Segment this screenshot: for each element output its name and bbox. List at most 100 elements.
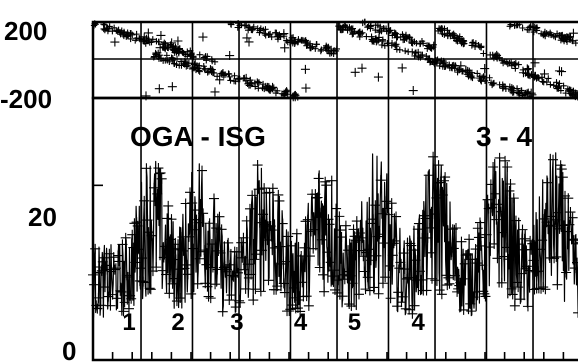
amplitude-point	[552, 279, 563, 290]
amplitude-point	[343, 245, 354, 256]
amplitude-point	[346, 301, 357, 312]
top-phase-series	[90, 18, 578, 102]
amplitude-point	[530, 266, 541, 277]
phase-point	[576, 94, 578, 96]
amplitude-point	[489, 238, 500, 249]
amplitude-point	[158, 252, 169, 263]
phase-point	[399, 36, 407, 44]
amplitude-point	[175, 293, 186, 304]
amplitude-point	[482, 194, 493, 205]
phase-point	[545, 75, 552, 82]
phase-point	[408, 86, 418, 96]
phase-point	[493, 50, 500, 58]
amplitude-point	[99, 282, 110, 293]
amplitude-point	[524, 265, 535, 276]
amplitude-point	[198, 208, 209, 219]
amplitude-point	[395, 257, 406, 268]
amplitude-point	[532, 266, 543, 277]
amplitude-point	[166, 214, 177, 225]
phase-point	[552, 33, 559, 41]
amplitude-point	[365, 255, 376, 266]
amplitude-point	[283, 231, 294, 242]
amplitude-point	[138, 276, 149, 287]
phase-point	[456, 36, 463, 43]
amplitude-point	[575, 268, 578, 270]
phase-point	[157, 55, 165, 63]
amplitude-point	[519, 233, 530, 244]
amplitude-point	[284, 305, 295, 316]
phase-point	[245, 23, 253, 31]
phase-point	[530, 28, 537, 36]
amplitude-point	[132, 220, 143, 231]
phase-point	[189, 65, 196, 73]
amplitude-point	[238, 232, 249, 243]
amplitude-point	[442, 280, 453, 291]
phase-point	[509, 87, 517, 94]
phase-point	[399, 31, 406, 38]
amplitude-point	[162, 213, 173, 224]
amplitude-point	[199, 245, 210, 256]
amplitude-point	[386, 198, 397, 209]
phase-point	[518, 92, 526, 99]
amplitude-point	[152, 188, 163, 199]
amplitude-point	[351, 216, 362, 227]
phase-point	[132, 37, 139, 44]
phase-point	[155, 43, 165, 53]
phase-point	[350, 67, 360, 77]
phase-point	[113, 27, 120, 34]
amplitude-point	[367, 218, 378, 229]
phase-point	[438, 27, 445, 34]
amplitude-point	[211, 223, 222, 234]
amplitude-point	[230, 302, 241, 313]
amplitude-point	[509, 300, 520, 311]
phase-point	[173, 55, 181, 63]
amplitude-point	[430, 275, 441, 286]
amplitude-point	[206, 239, 217, 250]
phase-point	[280, 43, 290, 53]
phase-point	[430, 43, 437, 51]
amplitude-point	[375, 175, 386, 186]
phase-point	[279, 29, 289, 39]
amplitude-point	[313, 173, 324, 184]
amplitude-point	[412, 224, 423, 235]
phase-point	[553, 79, 560, 86]
amplitude-point	[183, 231, 194, 242]
amplitude-point	[240, 283, 251, 294]
amplitude-point	[407, 308, 418, 319]
phase-point	[219, 68, 227, 76]
amplitude-point	[117, 239, 128, 250]
amplitude-point	[95, 300, 106, 311]
amplitude-point	[279, 287, 290, 298]
amplitude-point	[496, 277, 507, 288]
phase-point	[452, 37, 460, 44]
phase-point	[348, 25, 355, 32]
amplitude-point	[96, 265, 107, 276]
amplitude-point	[145, 284, 156, 295]
amplitude-point	[473, 232, 484, 243]
amplitude-point	[278, 278, 289, 289]
top-ytick-label-min: -200	[0, 84, 52, 114]
amplitude-point	[429, 209, 440, 220]
amplitude-point	[458, 304, 469, 315]
phase-point	[376, 27, 383, 35]
phase-point	[525, 71, 532, 78]
amplitude-point	[398, 248, 409, 259]
amplitude-point	[295, 306, 306, 317]
amplitude-point	[492, 253, 503, 264]
amplitude-point	[234, 295, 245, 306]
phase-point	[397, 63, 407, 73]
phase-point	[409, 48, 416, 55]
amplitude-point	[362, 272, 373, 283]
amplitude-point	[557, 172, 568, 183]
amplitude-point	[368, 214, 379, 225]
amplitude-point	[98, 252, 109, 263]
amplitude-point	[304, 251, 315, 262]
phase-point	[456, 61, 466, 71]
amplitude-point	[348, 224, 359, 235]
phase-point	[384, 40, 391, 47]
phase-point	[228, 21, 235, 28]
amplitude-point	[433, 160, 444, 171]
amplitude-point	[485, 179, 496, 190]
phase-point	[259, 84, 266, 92]
